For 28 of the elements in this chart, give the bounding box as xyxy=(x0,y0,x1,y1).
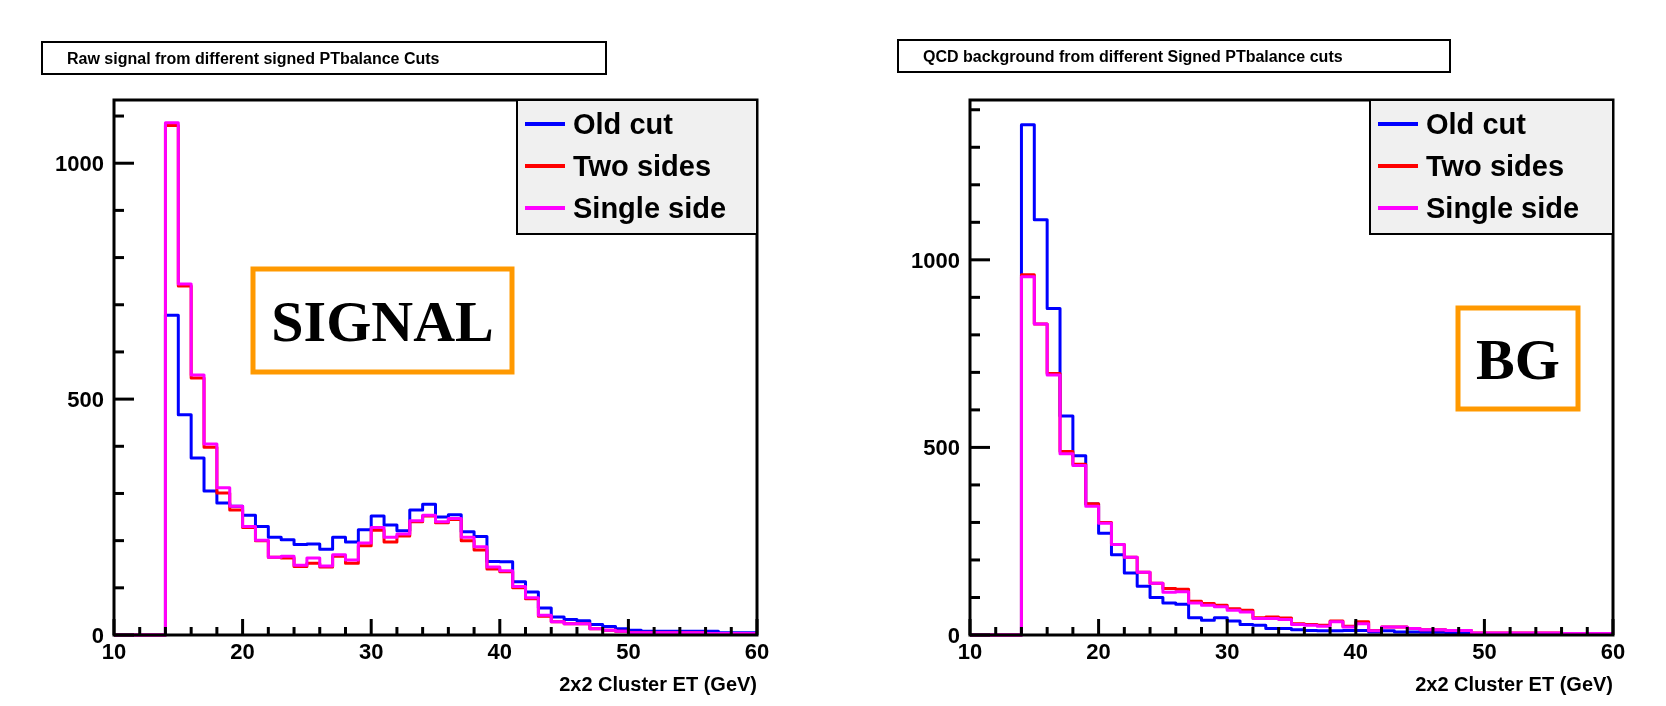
y-tick-label: 0 xyxy=(947,623,960,648)
annotation: SIGNAL xyxy=(271,288,494,354)
y-tick-label: 500 xyxy=(923,435,960,461)
y-tick-label: 1000 xyxy=(911,247,960,273)
chart-title: Raw signal from different signed PTbalance Cuts xyxy=(67,50,440,67)
y-tick-label: 0 xyxy=(91,623,104,648)
x-tick-label: 20 xyxy=(1086,639,1111,664)
x-tick-label: 50 xyxy=(616,639,641,664)
legend-label: Two sides xyxy=(573,150,712,182)
y-tick-label: 500 xyxy=(67,387,104,413)
x-axis-title: 2x2 Cluster ET (GeV) xyxy=(559,673,757,695)
x-tick-label: 60 xyxy=(1600,639,1626,664)
x-tick-label: 40 xyxy=(487,639,513,664)
x-tick-label: 30 xyxy=(1214,639,1240,664)
legend-label: Two sides xyxy=(1426,150,1565,182)
legend-label: Single side xyxy=(573,192,727,224)
chart-title: QCD background from different Signed PTbalance cuts xyxy=(923,48,1343,65)
x-tick-label: 20 xyxy=(230,639,255,664)
x-axis-title: 2x2 Cluster ET (GeV) xyxy=(1415,673,1613,695)
x-tick-label: 30 xyxy=(358,639,384,664)
legend-label: Single side xyxy=(1426,192,1580,224)
y-tick-label: 1000 xyxy=(55,151,104,177)
legend-label: Old cut xyxy=(1426,108,1527,140)
x-tick-label: 60 xyxy=(744,639,770,664)
legend-label: Old cut xyxy=(573,108,674,140)
x-tick-label: 50 xyxy=(1472,639,1497,664)
x-tick-label: 40 xyxy=(1343,639,1369,664)
annotation: BG xyxy=(1476,326,1560,392)
